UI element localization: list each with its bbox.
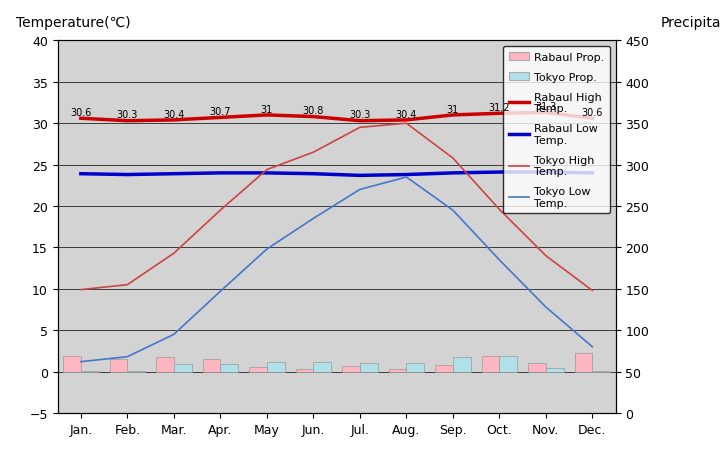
- Tokyo High
Temp.: [588, 288, 597, 294]
- Tokyo High
Temp.: [356, 125, 364, 131]
- Tokyo High
Temp.: [402, 121, 410, 127]
- Tokyo High
Temp.: [216, 208, 225, 213]
- Rabaul Low
Temp.: [123, 173, 132, 178]
- Bar: [453, 357, 471, 372]
- Text: 30.4: 30.4: [163, 109, 184, 119]
- Bar: [342, 366, 360, 372]
- Bar: [360, 363, 377, 372]
- Rabaul Low
Temp.: [588, 171, 597, 176]
- Tokyo Low
Temp.: [541, 305, 550, 310]
- Bar: [406, 363, 424, 372]
- Line: Tokyo High
Temp.: Tokyo High Temp.: [81, 124, 593, 291]
- Text: 31.2: 31.2: [489, 103, 510, 113]
- Tokyo High
Temp.: [541, 253, 550, 259]
- Bar: [63, 356, 81, 372]
- Text: 30.6: 30.6: [582, 108, 603, 118]
- Tokyo High
Temp.: [263, 168, 271, 173]
- Tokyo Low
Temp.: [588, 344, 597, 350]
- Tokyo Low
Temp.: [402, 175, 410, 180]
- Bar: [528, 363, 546, 372]
- Rabaul High
Temp.: [541, 111, 550, 116]
- Bar: [127, 371, 145, 372]
- Rabaul Low
Temp.: [309, 172, 318, 177]
- Rabaul Low
Temp.: [356, 173, 364, 179]
- Bar: [482, 356, 500, 372]
- Text: 31: 31: [446, 105, 459, 114]
- Text: 31.3: 31.3: [535, 102, 557, 112]
- Rabaul Low
Temp.: [402, 173, 410, 178]
- Text: 30.8: 30.8: [302, 106, 324, 116]
- Tokyo Low
Temp.: [169, 332, 178, 337]
- Tokyo High
Temp.: [123, 282, 132, 288]
- Rabaul Low
Temp.: [263, 171, 271, 176]
- Tokyo Low
Temp.: [495, 257, 504, 263]
- Line: Rabaul Low
Temp.: Rabaul Low Temp.: [81, 173, 593, 176]
- Tokyo Low
Temp.: [449, 208, 457, 213]
- Bar: [575, 353, 593, 372]
- Bar: [267, 362, 284, 372]
- Line: Tokyo Low
Temp.: Tokyo Low Temp.: [81, 178, 593, 362]
- Bar: [435, 365, 453, 372]
- Tokyo Low
Temp.: [309, 216, 318, 222]
- Tokyo Low
Temp.: [263, 247, 271, 252]
- Rabaul High
Temp.: [216, 115, 225, 121]
- Rabaul Low
Temp.: [495, 170, 504, 175]
- Rabaul Low
Temp.: [449, 171, 457, 176]
- Bar: [296, 369, 313, 372]
- Text: 30.3: 30.3: [349, 110, 371, 120]
- Bar: [249, 367, 267, 372]
- Rabaul High
Temp.: [123, 119, 132, 124]
- Tokyo High
Temp.: [495, 207, 504, 213]
- Text: Precipitation(mm): Precipitation(mm): [660, 16, 720, 30]
- Rabaul High
Temp.: [309, 115, 318, 120]
- Bar: [156, 357, 174, 372]
- Bar: [313, 363, 331, 372]
- Bar: [81, 371, 99, 372]
- Bar: [500, 356, 517, 372]
- Rabaul High
Temp.: [588, 116, 597, 122]
- Rabaul High
Temp.: [263, 113, 271, 118]
- Rabaul High
Temp.: [402, 118, 410, 123]
- Tokyo Low
Temp.: [356, 187, 364, 193]
- Rabaul High
Temp.: [169, 118, 178, 123]
- Bar: [109, 360, 127, 372]
- Tokyo High
Temp.: [449, 156, 457, 162]
- Bar: [203, 359, 220, 372]
- Rabaul High
Temp.: [449, 113, 457, 118]
- Rabaul Low
Temp.: [216, 171, 225, 176]
- Line: Rabaul High
Temp.: Rabaul High Temp.: [81, 113, 593, 122]
- Text: 30.3: 30.3: [117, 110, 138, 120]
- Text: 31: 31: [261, 105, 273, 114]
- Tokyo High
Temp.: [76, 287, 85, 293]
- Rabaul High
Temp.: [76, 116, 85, 122]
- Legend: Rabaul Prop., Tokyo Prop., Rabaul High
Temp., Rabaul Low
Temp., Tokyo High
Temp.: Rabaul Prop., Tokyo Prop., Rabaul High T…: [503, 47, 610, 214]
- Bar: [593, 371, 610, 372]
- Tokyo High
Temp.: [309, 150, 318, 156]
- Rabaul High
Temp.: [495, 111, 504, 117]
- Rabaul High
Temp.: [356, 119, 364, 124]
- Tokyo High
Temp.: [169, 251, 178, 257]
- Tokyo Low
Temp.: [76, 359, 85, 364]
- Text: Temperature(℃): Temperature(℃): [16, 16, 130, 30]
- Bar: [389, 369, 406, 372]
- Bar: [546, 368, 564, 372]
- Bar: [220, 364, 238, 372]
- Rabaul Low
Temp.: [76, 172, 85, 177]
- Tokyo Low
Temp.: [123, 354, 132, 360]
- Rabaul Low
Temp.: [541, 170, 550, 175]
- Text: 30.6: 30.6: [70, 108, 91, 118]
- Text: 30.7: 30.7: [210, 107, 231, 117]
- Tokyo Low
Temp.: [216, 289, 225, 294]
- Rabaul Low
Temp.: [169, 172, 178, 177]
- Bar: [174, 364, 192, 372]
- Text: 30.4: 30.4: [396, 109, 417, 119]
